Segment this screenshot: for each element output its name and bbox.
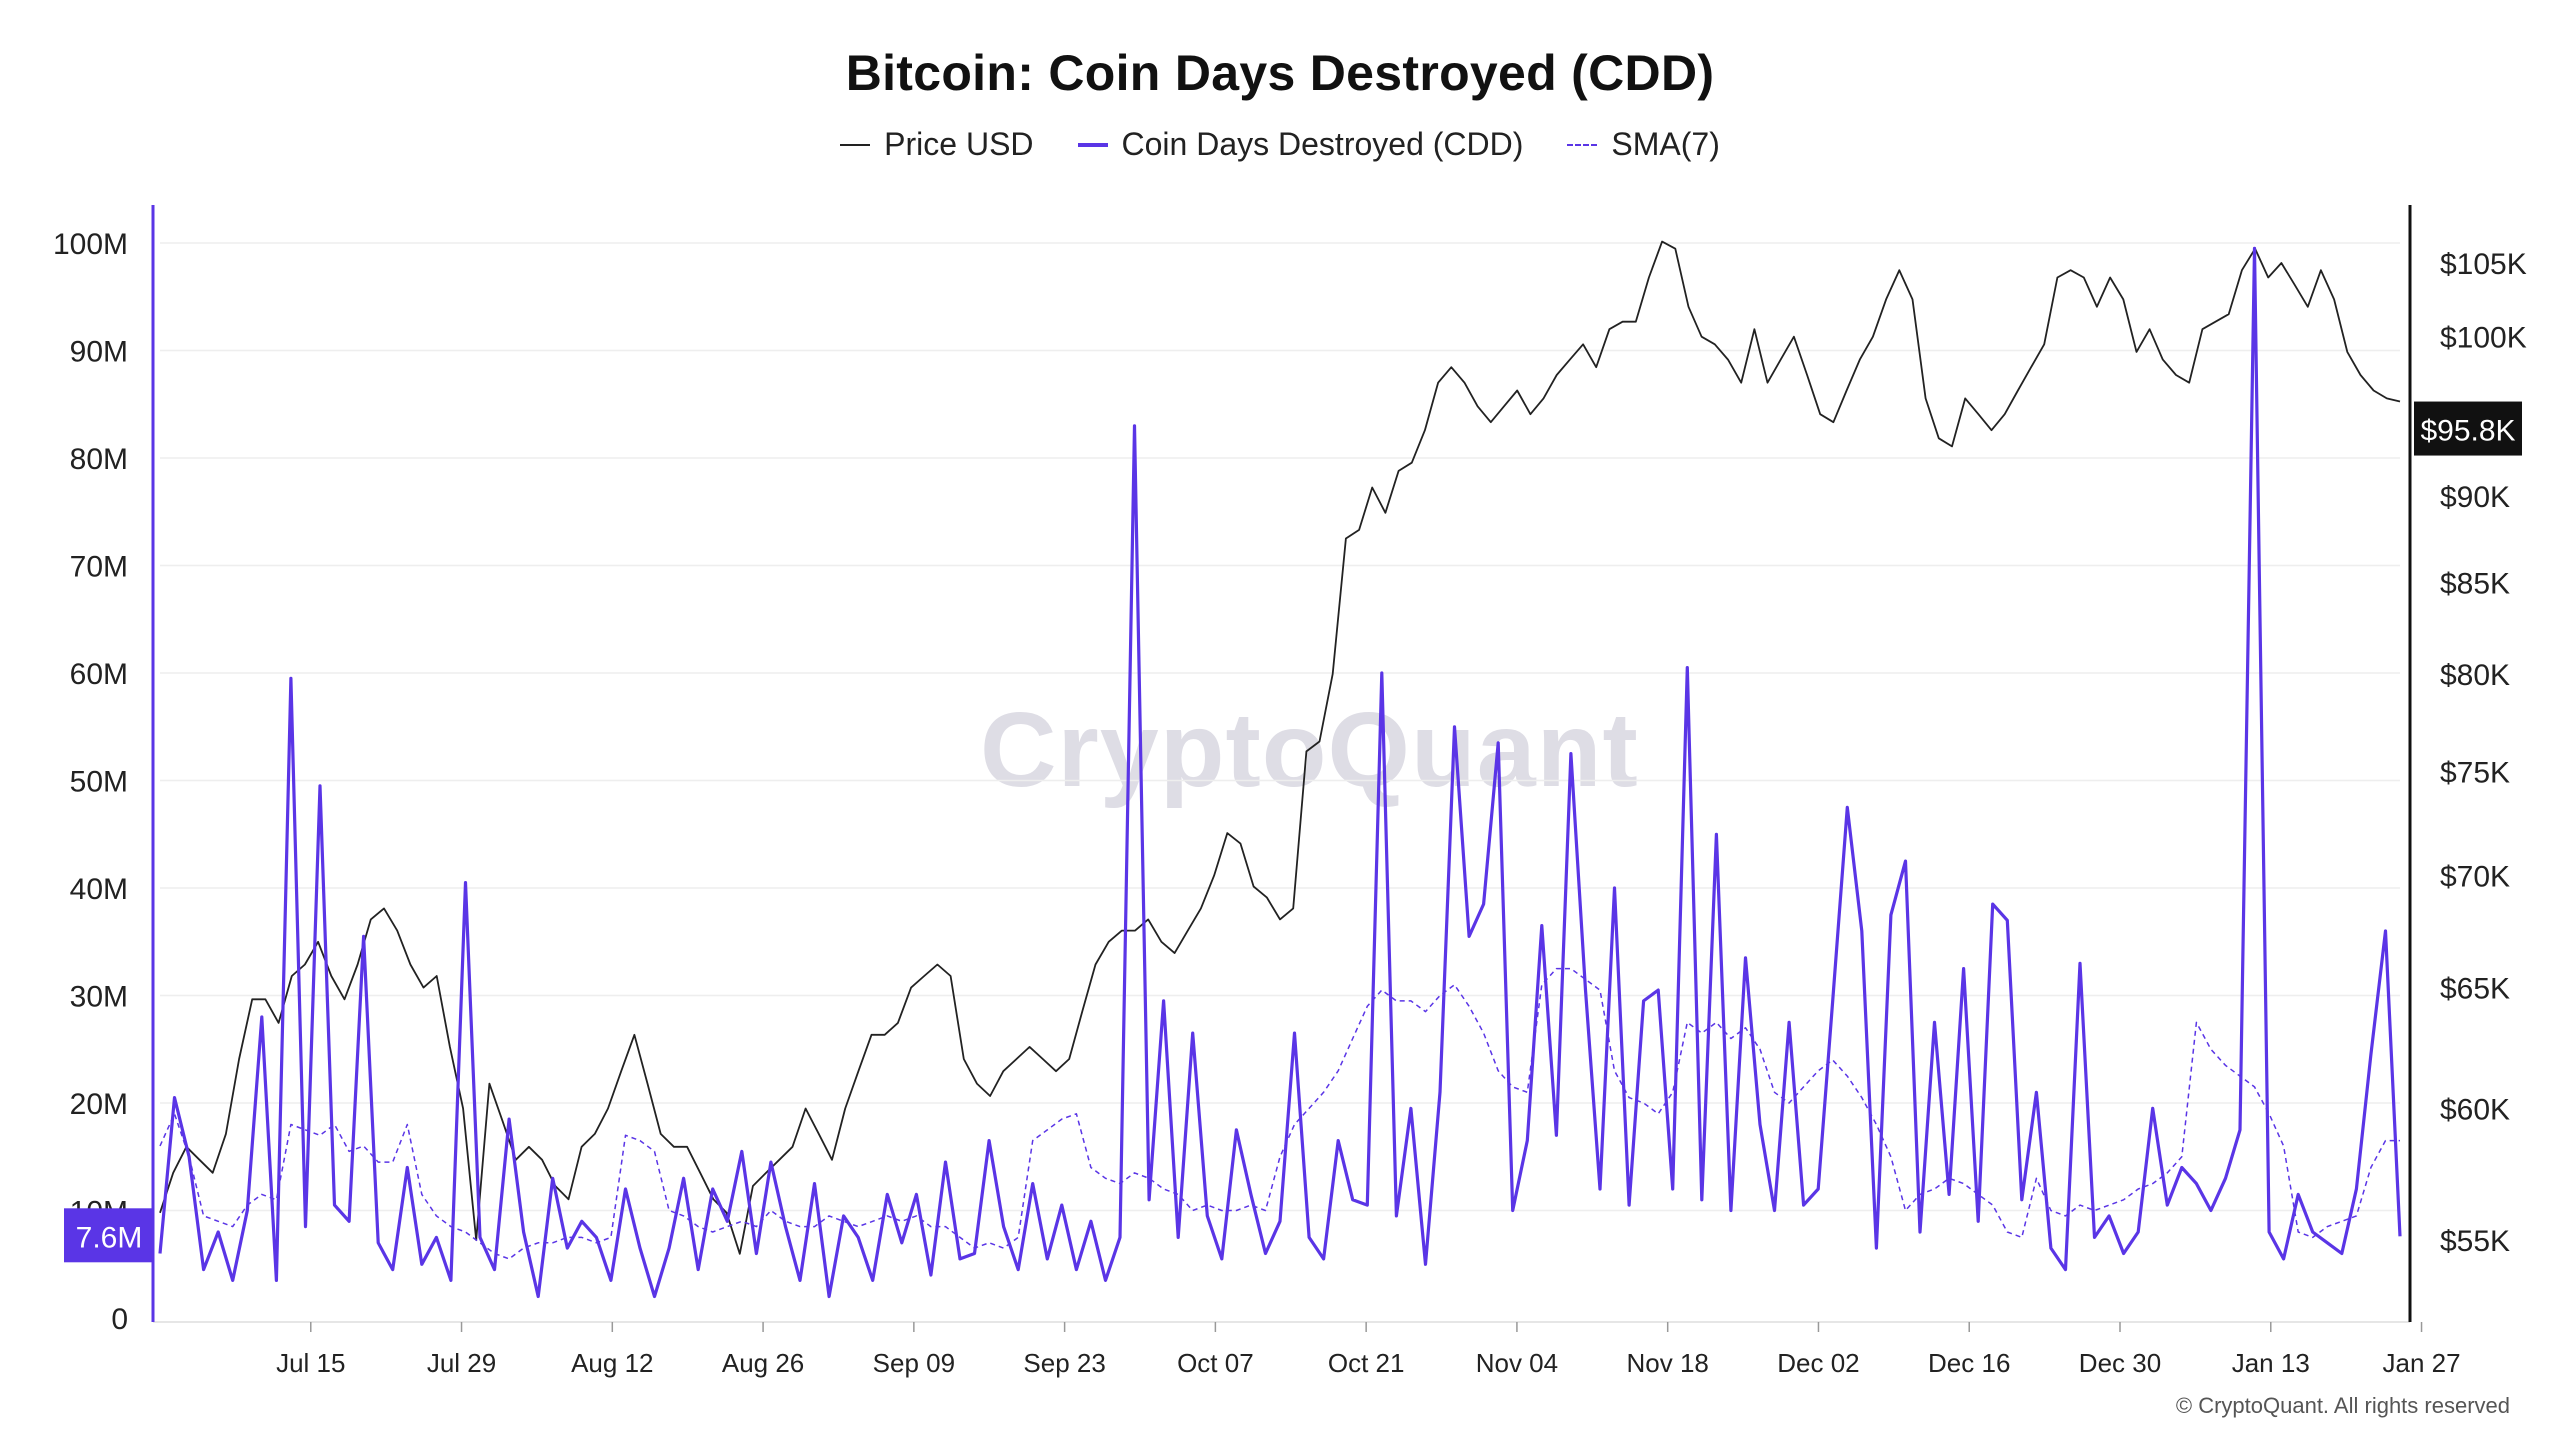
right-tick-label: $90K xyxy=(2440,481,2510,514)
right-tick-label: $85K xyxy=(2440,567,2510,600)
legend-swatch-sma xyxy=(1567,143,1598,146)
left-tick-label: 50M xyxy=(70,766,128,799)
left-tick-label: 80M xyxy=(70,443,128,476)
series-layer xyxy=(158,240,2402,1299)
x-tick-label: Dec 16 xyxy=(1928,1348,2010,1378)
right-tick-label: $105K xyxy=(2440,248,2527,281)
left-tick-label: 40M xyxy=(70,873,128,906)
x-tick-label: Oct 07 xyxy=(1177,1348,1254,1378)
left-tick-label: 90M xyxy=(70,336,128,369)
left-current-badge xyxy=(64,1208,154,1263)
chart-title: Bitcoin: Coin Days Destroyed (CDD) xyxy=(845,45,1715,101)
x-tick-label: Jan 27 xyxy=(2382,1348,2460,1378)
left-tick-label: 100M xyxy=(53,228,128,261)
x-tick-label: Aug 12 xyxy=(571,1348,653,1378)
right-tick-label: $70K xyxy=(2440,861,2510,894)
legend-label-sma: SMA(7) xyxy=(1611,126,1720,162)
legend: Price USD Coin Days Destroyed (CDD) SMA(… xyxy=(0,126,2560,163)
right-axis: $55K$60K$65K$70K$75K$80K$85K$90K$95K$100… xyxy=(2408,205,2527,1322)
legend-item-price[interactable]: Price USD xyxy=(840,126,1034,163)
x-tick-label: Nov 18 xyxy=(1626,1348,1708,1378)
x-tick-label: Nov 04 xyxy=(1476,1348,1558,1378)
x-tick-label: Oct 21 xyxy=(1328,1348,1405,1378)
legend-swatch-price xyxy=(840,143,871,146)
left-axis: 010M20M30M40M50M60M70M80M90M100M xyxy=(53,205,155,1336)
legend-label-cdd: Coin Days Destroyed (CDD) xyxy=(1121,126,1524,162)
right-tick-label: $75K xyxy=(2440,756,2510,789)
x-tick-label: Sep 09 xyxy=(873,1348,955,1378)
left-tick-label: 0 xyxy=(111,1303,128,1336)
badges: 7.6M $95.8K xyxy=(64,401,2522,1263)
x-tick-label: Aug 26 xyxy=(722,1348,804,1378)
left-tick-label: 20M xyxy=(70,1088,128,1121)
x-tick-label: Jul 29 xyxy=(427,1348,496,1378)
x-tick-label: Jul 15 xyxy=(276,1348,345,1378)
x-axis: Jul 15 Jul 29 Aug 12 Aug 26 Sep 09 Sep 23 Oct … xyxy=(276,1322,2461,1378)
legend-item-cdd[interactable]: Coin Days Destroyed (CDD) xyxy=(1077,126,1524,163)
right-tick-label: $80K xyxy=(2440,659,2510,692)
left-tick-label: 70M xyxy=(70,551,128,584)
legend-label-price: Price USD xyxy=(884,126,1034,162)
right-tick-label: $100K xyxy=(2440,322,2527,355)
x-tick-label: Dec 02 xyxy=(1777,1348,1859,1378)
left-tick-label: 30M xyxy=(70,981,128,1014)
copyright: © CryptoQuant. All rights reserved xyxy=(2175,1393,2510,1418)
price-line xyxy=(159,240,2401,1255)
cdd-line xyxy=(158,246,2402,1299)
legend-item-sma[interactable]: SMA(7) xyxy=(1567,126,1720,163)
left-current-label: 7.6M xyxy=(76,1221,143,1254)
x-tick-label: Sep 23 xyxy=(1023,1348,1105,1378)
right-tick-label: $65K xyxy=(2440,973,2510,1006)
x-tick-label: Jan 13 xyxy=(2232,1348,2310,1378)
left-tick-label: 60M xyxy=(70,658,128,691)
legend-swatch-cdd xyxy=(1077,142,1108,147)
right-current-badge xyxy=(2414,401,2522,456)
right-tick-label: $60K xyxy=(2440,1094,2510,1127)
right-current-label: $95.8K xyxy=(2420,415,2515,448)
right-tick-label: $55K xyxy=(2440,1225,2510,1258)
x-tick-label: Dec 30 xyxy=(2079,1348,2161,1378)
